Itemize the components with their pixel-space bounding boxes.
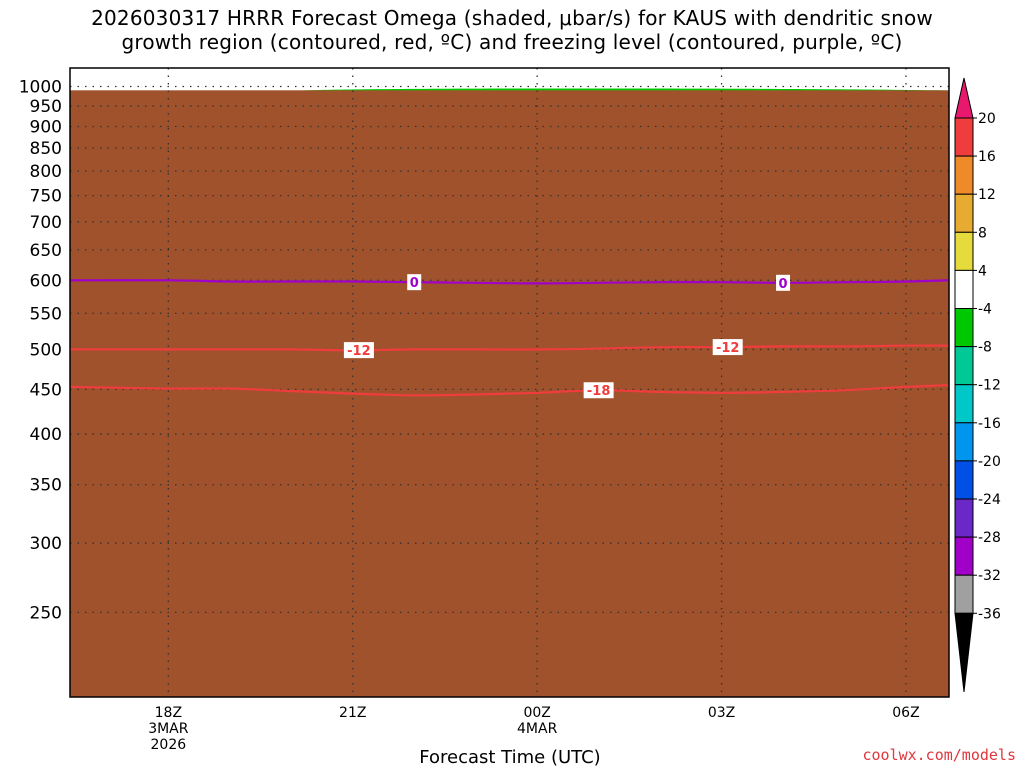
colorbar-tick-label: 20 (978, 111, 996, 127)
contour-label: 0 (410, 276, 419, 291)
colorbar-swatch (954, 536, 974, 576)
pressure-tick-label: 550 (30, 304, 62, 324)
colorbar-swatch (954, 498, 974, 538)
plot-frame (69, 67, 950, 698)
x-axis-label: Forecast Time (UTC) (419, 747, 600, 768)
chart-title: 2026030317 HRRR Forecast Omega (shaded, … (0, 6, 1024, 54)
colorbar-tick-label: -4 (978, 302, 992, 318)
colorbar-swatch (954, 460, 974, 500)
colorbar-swatch (954, 193, 974, 233)
pressure-tick-label: 800 (30, 162, 62, 182)
colorbar-swatch (954, 231, 974, 271)
pressure-tick-label: 950 (30, 97, 62, 117)
pressure-axis: 2503003504004505005506006507007508008509… (19, 78, 62, 624)
pressure-tick-label: 750 (30, 187, 62, 207)
pressure-tick-label: 650 (30, 241, 62, 261)
contour-layer (70, 279, 949, 397)
time-tick-label: 03Z (708, 705, 735, 721)
contour-label: -12 (716, 341, 740, 356)
colorbar-tick-label: -20 (978, 454, 1001, 470)
time-tick-label: 00Z (523, 705, 550, 721)
time-tick-label: 21Z (339, 705, 366, 721)
colorbar-tick-label: -28 (978, 530, 1001, 546)
colorbar-tick-label: -16 (978, 416, 1001, 432)
time-tick-label: 06Z (892, 705, 919, 721)
pressure-tick-label: 700 (30, 213, 62, 233)
colorbar-tick-label: -32 (978, 568, 1001, 584)
colorbar-tick-label: 4 (978, 263, 987, 279)
contour-dendritic-12c (70, 344, 949, 352)
site-credit: coolwx.com/models (862, 746, 1016, 764)
colorbar-swatch (954, 308, 974, 348)
pressure-tick-label: 850 (30, 139, 62, 159)
pressure-tick-label: 300 (30, 534, 62, 554)
colorbar-swatch (954, 574, 974, 614)
colorbar-tick-label: -36 (978, 606, 1001, 622)
pressure-tick-label: 400 (30, 425, 62, 445)
colorbar-swatch (954, 422, 974, 462)
colorbar-tick-label: 8 (978, 225, 987, 241)
pressure-tick-label: 450 (30, 380, 62, 400)
time-tick-label: 2026 (151, 737, 187, 753)
contour-label-layer: -18 -12 -12 0 0 (343, 274, 791, 399)
pressure-tick-label: 500 (30, 340, 62, 360)
colorbar-tick-label: 12 (978, 187, 996, 203)
pressure-tick-label: 250 (30, 603, 62, 623)
chart-title-line-1: 2026030317 HRRR Forecast Omega (shaded, … (91, 6, 933, 30)
pressure-tick-label: 350 (30, 476, 62, 496)
colorbar-swatch (954, 117, 974, 157)
time-tick-label: 4MAR (517, 721, 558, 737)
contour-dendritic-18c (70, 383, 949, 397)
contour-label: -12 (347, 344, 371, 359)
time-tick-label: 18Z (155, 705, 182, 721)
colorbar-tick-label: -12 (978, 378, 1001, 394)
omega-region-omega-8-to-4-upper-right (998, 406, 1024, 562)
colorbar-arrow-bottom (954, 612, 974, 693)
contour-label-bg (343, 342, 374, 359)
chart-title-line-2: growth region (contoured, red, ºC) and f… (121, 30, 903, 54)
colorbar-arrow-top (954, 77, 974, 119)
colorbar-swatch (954, 384, 974, 424)
contour-label: -18 (587, 384, 611, 399)
contour-label-bg (407, 274, 422, 291)
contour-label-bg (712, 339, 743, 356)
contour-freezing-level-0c (70, 279, 949, 285)
pressure-tick-label: 900 (30, 117, 62, 137)
colorbar-swatch (954, 269, 974, 309)
contour-label-bg (583, 382, 614, 399)
colorbar-swatch (954, 155, 974, 195)
contour-label: 0 (779, 277, 788, 292)
contour-label-bg (776, 274, 791, 291)
time-tick-label: 3MAR (148, 721, 189, 737)
colorbar-tick-label: -8 (978, 340, 992, 356)
colorbar: 20 16 12 8 4 -4 -8 -12 -16 -20 -24 -28 -32 -36 (954, 77, 1001, 693)
colorbar-swatch (954, 346, 974, 386)
pressure-tick-label: 600 (30, 271, 62, 291)
colorbar-tick-label: -24 (978, 492, 1001, 508)
pressure-tick-label: 1000 (19, 78, 62, 98)
colorbar-tick-label: 16 (978, 149, 996, 165)
time-axis: 18Z3MAR202621Z00Z4MAR03Z06Z09Z (148, 705, 919, 753)
